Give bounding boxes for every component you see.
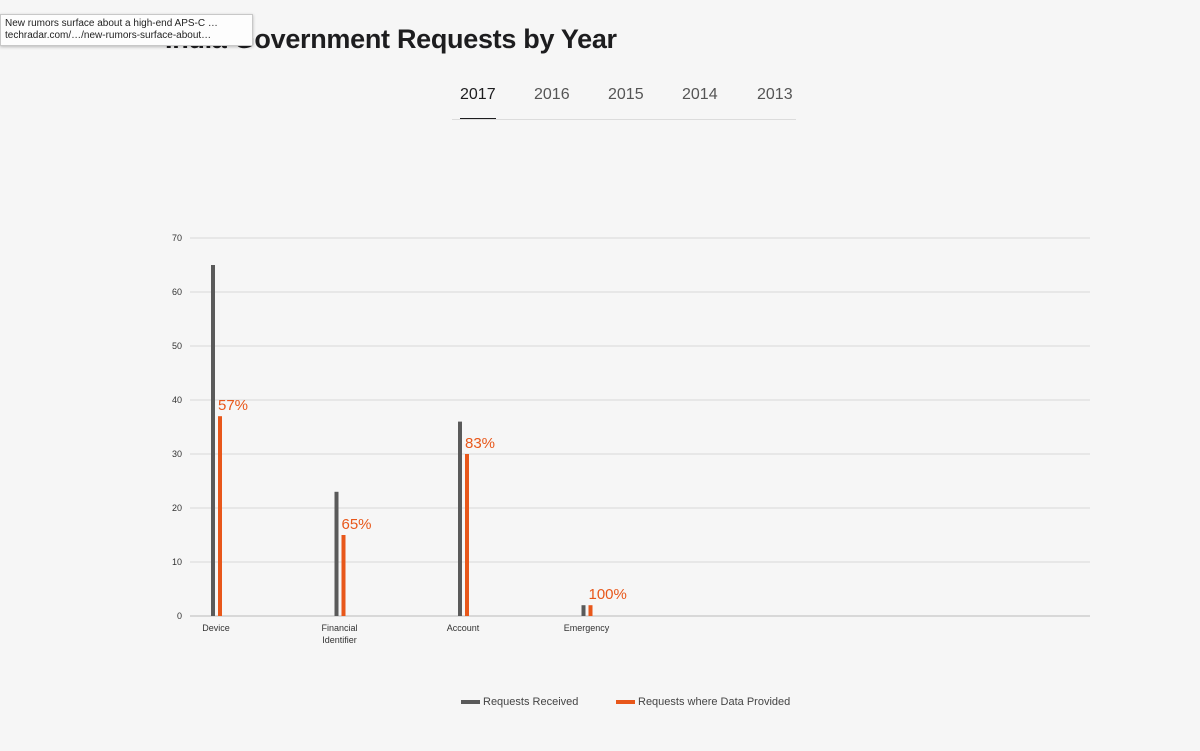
- tooltip-title: New rumors surface about a high-end APS-…: [5, 18, 218, 29]
- y-tick-label: 60: [172, 287, 182, 297]
- bar: [465, 454, 469, 616]
- legend-label: Requests where Data Provided: [638, 696, 790, 708]
- year-tabs: 2017 2016 2015 2014 2013: [452, 86, 796, 120]
- bar: [218, 416, 222, 616]
- data-label: 65%: [342, 516, 372, 533]
- bar: [458, 421, 462, 616]
- bar: [341, 535, 346, 616]
- y-tick-label: 20: [172, 503, 182, 513]
- y-tick-label: 70: [172, 233, 182, 243]
- tooltip-url: techradar.com/…/new-rumors-surface-about…: [5, 30, 212, 41]
- x-tick-label: Emergency: [563, 623, 610, 633]
- x-tick-label: Device: [202, 623, 230, 633]
- bar: [334, 491, 339, 616]
- y-tick-label: 10: [172, 557, 182, 567]
- legend-swatch: [461, 700, 480, 704]
- year-tab[interactable]: 2017: [460, 86, 496, 119]
- y-tick-label: 0: [177, 611, 182, 621]
- year-tab[interactable]: 2013: [757, 86, 793, 103]
- bar: [588, 605, 593, 616]
- bar: [581, 605, 586, 616]
- year-tab[interactable]: 2015: [608, 86, 644, 103]
- year-tab[interactable]: 2016: [534, 86, 570, 103]
- data-label: 57%: [218, 397, 248, 414]
- data-label: 83%: [465, 435, 495, 452]
- y-tick-label: 50: [172, 341, 182, 351]
- x-tick-label: Financial Identifier: [321, 623, 358, 645]
- x-tick-label: Account: [446, 623, 480, 633]
- data-label: 100%: [589, 586, 627, 603]
- link-tooltip: New rumors surface about a high-end APS-…: [0, 14, 253, 46]
- bar: [211, 265, 215, 616]
- y-tick-label: 40: [172, 395, 182, 405]
- y-tick-label: 30: [172, 449, 182, 459]
- legend-label: Requests Received: [483, 696, 578, 708]
- year-tab[interactable]: 2014: [682, 86, 718, 103]
- legend-swatch: [616, 700, 635, 704]
